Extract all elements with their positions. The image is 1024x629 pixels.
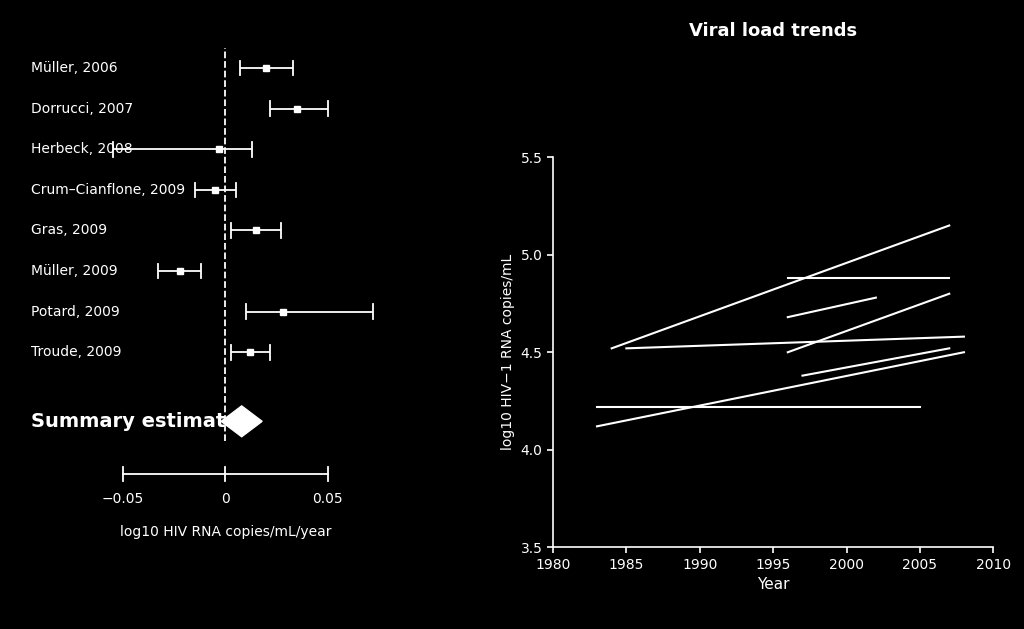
Text: −0.05: −0.05 xyxy=(101,493,144,506)
Text: Troude, 2009: Troude, 2009 xyxy=(31,345,121,359)
Text: Gras, 2009: Gras, 2009 xyxy=(31,223,106,238)
Text: Dorrucci, 2007: Dorrucci, 2007 xyxy=(31,102,133,116)
Text: 0.05: 0.05 xyxy=(312,493,343,506)
X-axis label: Year: Year xyxy=(757,577,790,592)
Text: Summary estimate: Summary estimate xyxy=(31,412,239,431)
Text: Müller, 2009: Müller, 2009 xyxy=(31,264,118,278)
Text: Müller, 2006: Müller, 2006 xyxy=(31,61,118,75)
Text: 0: 0 xyxy=(221,493,229,506)
Text: log10 HIV RNA copies/mL/year: log10 HIV RNA copies/mL/year xyxy=(120,525,331,539)
Polygon shape xyxy=(221,406,262,437)
Y-axis label: log10 HIV−1 RNA copies/mL: log10 HIV−1 RNA copies/mL xyxy=(501,254,515,450)
Text: Potard, 2009: Potard, 2009 xyxy=(31,304,120,319)
Text: Crum–Cianflone, 2009: Crum–Cianflone, 2009 xyxy=(31,183,185,197)
Text: Herbeck, 2008: Herbeck, 2008 xyxy=(31,142,132,156)
Text: Viral load trends: Viral load trends xyxy=(689,22,857,40)
